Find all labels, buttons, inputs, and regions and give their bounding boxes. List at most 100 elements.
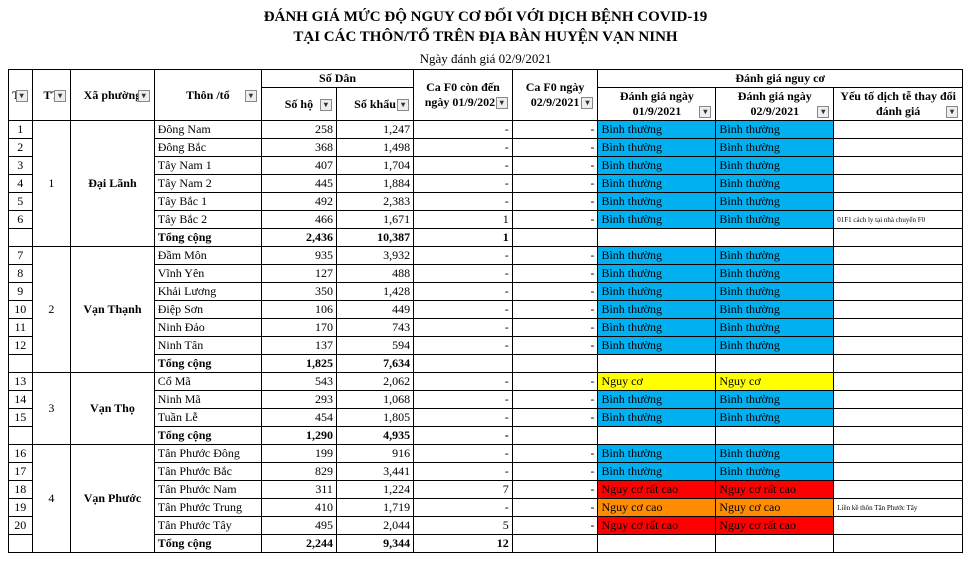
cell-f0b: - <box>512 319 598 337</box>
cell-n: 16 <box>9 445 33 463</box>
cell-khau: 916 <box>336 445 413 463</box>
cell-thon: Điệp Sơn <box>154 301 261 319</box>
cell-total-ho: 2,244 <box>261 535 336 553</box>
col-yt: Yếu tố dịch tễ thay đổi đánh giá▾ <box>834 88 963 121</box>
cell-dg1: Nguy cơ rất cao <box>598 481 716 499</box>
filter-icon[interactable]: ▾ <box>581 97 593 109</box>
cell-dg1: Bình thường <box>598 337 716 355</box>
cell-yt <box>834 247 963 265</box>
filter-icon[interactable]: ▾ <box>496 97 508 109</box>
filter-icon[interactable]: ▾ <box>397 99 409 111</box>
cell-f0b: - <box>512 373 598 391</box>
cell-thon: Vĩnh Yên <box>154 265 261 283</box>
filter-icon[interactable]: ▾ <box>817 106 829 118</box>
cell-thon: Đầm Môn <box>154 247 261 265</box>
cell-total-label: Tổng cộng <box>154 229 261 247</box>
cell-f0a: - <box>414 463 513 481</box>
cell-f0b: - <box>512 157 598 175</box>
cell-blank <box>716 229 834 247</box>
col-dg1: Đánh giá ngày 01/9/2021▾ <box>598 88 716 121</box>
cell-dg2: Bình thường <box>716 211 834 229</box>
cell-blank <box>598 535 716 553</box>
cell-dg1: Bình thường <box>598 247 716 265</box>
cell-dg2: Bình thường <box>716 283 834 301</box>
cell-f0b: - <box>512 175 598 193</box>
cell-yt <box>834 463 963 481</box>
cell-ho: 410 <box>261 499 336 517</box>
cell-yt <box>834 409 963 427</box>
cell-f0b: - <box>512 193 598 211</box>
cell-f0a: - <box>414 283 513 301</box>
cell-dg2: Nguy cơ rất cao <box>716 517 834 535</box>
cell-thon: Đông Bắc <box>154 139 261 157</box>
cell-dg1: Bình thường <box>598 445 716 463</box>
cell-dg2: Nguy cơ <box>716 373 834 391</box>
cell-f0b: - <box>512 409 598 427</box>
cell-dg1: Nguy cơ <box>598 373 716 391</box>
cell-f0b: - <box>512 499 598 517</box>
cell-dg2: Bình thường <box>716 337 834 355</box>
cell-dg1: Bình thường <box>598 301 716 319</box>
col-soho: Số hộ▾ <box>261 88 336 121</box>
cell-blank <box>598 229 716 247</box>
cell-yt <box>834 301 963 319</box>
cell-xa: Vạn Thạnh <box>71 247 155 373</box>
cell-n: 17 <box>9 463 33 481</box>
cell-n: 13 <box>9 373 33 391</box>
cell-dg2: Bình thường <box>716 265 834 283</box>
cell-f0b: - <box>512 211 598 229</box>
cell-thon: Khải Lương <box>154 283 261 301</box>
cell-yt <box>834 445 963 463</box>
cell-f0b: - <box>512 463 598 481</box>
cell-blank <box>834 229 963 247</box>
filter-icon[interactable]: ▾ <box>138 90 150 102</box>
cell-thon: Tây Bắc 2 <box>154 211 261 229</box>
col-tt1: TT▾ <box>9 70 33 121</box>
cell-tt: 3 <box>32 373 71 445</box>
cell-f0a: - <box>414 175 513 193</box>
cell-xa: Đại Lãnh <box>71 121 155 247</box>
cell-dg1: Bình thường <box>598 319 716 337</box>
cell-total-ho: 1,290 <box>261 427 336 445</box>
cell-n: 9 <box>9 283 33 301</box>
cell-ho: 106 <box>261 301 336 319</box>
cell-total-f0b <box>512 355 598 373</box>
col-thon: Thôn /tổ▾ <box>154 70 261 121</box>
cell-dg1: Bình thường <box>598 175 716 193</box>
cell-yt <box>834 265 963 283</box>
cell-dg2: Bình thường <box>716 445 834 463</box>
filter-icon[interactable]: ▾ <box>699 106 711 118</box>
cell-khau: 1,224 <box>336 481 413 499</box>
table-row: 164Vạn PhướcTân Phước Đông199916--Bình t… <box>9 445 963 463</box>
cell-f0b: - <box>512 283 598 301</box>
filter-icon[interactable]: ▾ <box>54 90 66 102</box>
cell-thon: Tân Phước Tây <box>154 517 261 535</box>
filter-icon[interactable]: ▾ <box>245 90 257 102</box>
cell-blank <box>716 355 834 373</box>
cell-total-label: Tổng cộng <box>154 535 261 553</box>
filter-icon[interactable]: ▾ <box>16 90 28 102</box>
cell-blank <box>9 355 33 373</box>
cell-total-khau: 10,387 <box>336 229 413 247</box>
cell-n: 18 <box>9 481 33 499</box>
col-f0b: Ca F0 ngày 02/9/2021▾ <box>512 70 598 121</box>
filter-icon[interactable]: ▾ <box>320 99 332 111</box>
cell-dg2: Nguy cơ rất cao <box>716 481 834 499</box>
cell-khau: 594 <box>336 337 413 355</box>
cell-ho: 170 <box>261 319 336 337</box>
filter-icon[interactable]: ▾ <box>946 106 958 118</box>
cell-total-f0b <box>512 427 598 445</box>
cell-dg2: Bình thường <box>716 121 834 139</box>
cell-f0a: - <box>414 373 513 391</box>
cell-f0a: - <box>414 157 513 175</box>
cell-thon: Tây Bắc 1 <box>154 193 261 211</box>
cell-f0b: - <box>512 391 598 409</box>
col-dg: Đánh giá nguy cơ <box>598 70 963 88</box>
cell-ho: 350 <box>261 283 336 301</box>
cell-f0b: - <box>512 121 598 139</box>
cell-ho: 137 <box>261 337 336 355</box>
cell-dg1: Bình thường <box>598 265 716 283</box>
cell-thon: Tân Phước Nam <box>154 481 261 499</box>
cell-total-f0b <box>512 535 598 553</box>
cell-n: 19 <box>9 499 33 517</box>
